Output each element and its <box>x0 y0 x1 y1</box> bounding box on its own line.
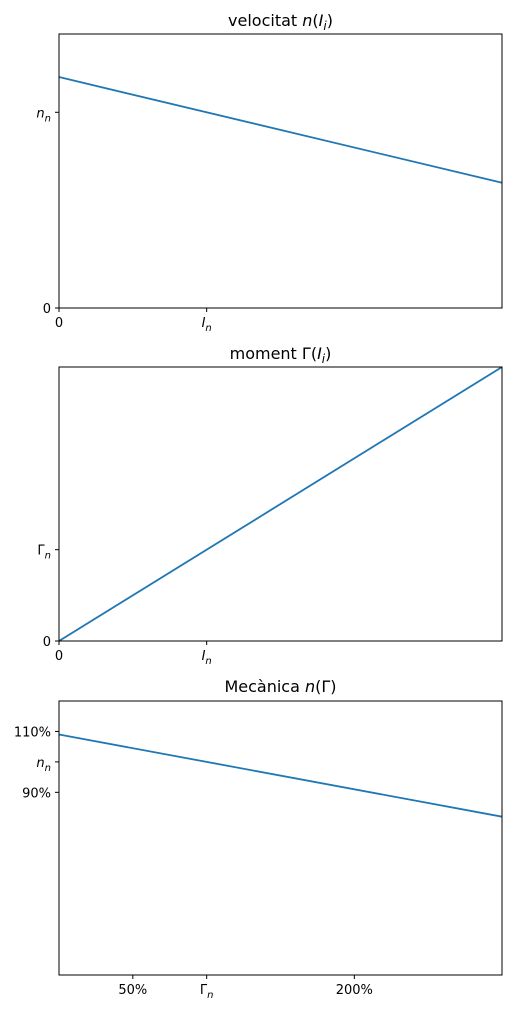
plot-frame <box>58 700 503 976</box>
x-tick-label: In <box>202 649 212 667</box>
y-tick-label: 90% <box>22 786 51 801</box>
series-line-1 <box>58 366 503 642</box>
y-tick-label: 0 <box>43 302 51 317</box>
x-tick-label: 0 <box>55 649 63 664</box>
plot-frame <box>58 366 503 642</box>
series-line-1 <box>58 76 503 184</box>
series-line-1 <box>58 733 503 818</box>
y-tick-label: 0 <box>43 635 51 650</box>
x-tick-label: 200% <box>336 983 373 998</box>
chart-title: Mecànica n(Γ) <box>224 677 336 696</box>
x-tick-label: 0 <box>55 316 63 331</box>
chart-panel-3: Mecànica n(Γ) 50% Γn 200% 110% nn 90% <box>14 677 503 1001</box>
x-tick-label: In <box>202 316 212 334</box>
x-tick-label: 50% <box>118 983 147 998</box>
y-tick-label: Γn <box>37 544 51 562</box>
y-tick-label: 110% <box>14 725 51 740</box>
y-tick-label: nn <box>36 106 51 124</box>
y-tick-label: nn <box>36 756 51 774</box>
chart-title: moment Γ(Ii) <box>230 344 332 366</box>
chart-title: velocitat n(Ii) <box>228 11 333 33</box>
plot-frame <box>58 33 503 309</box>
chart-panel-2: moment Γ(Ii) 0 In 0 Γn <box>37 344 503 667</box>
chart-panel-1: velocitat n(Ii) 0 In 0 nn <box>36 11 503 334</box>
x-tick-label: Γn <box>200 983 214 1001</box>
